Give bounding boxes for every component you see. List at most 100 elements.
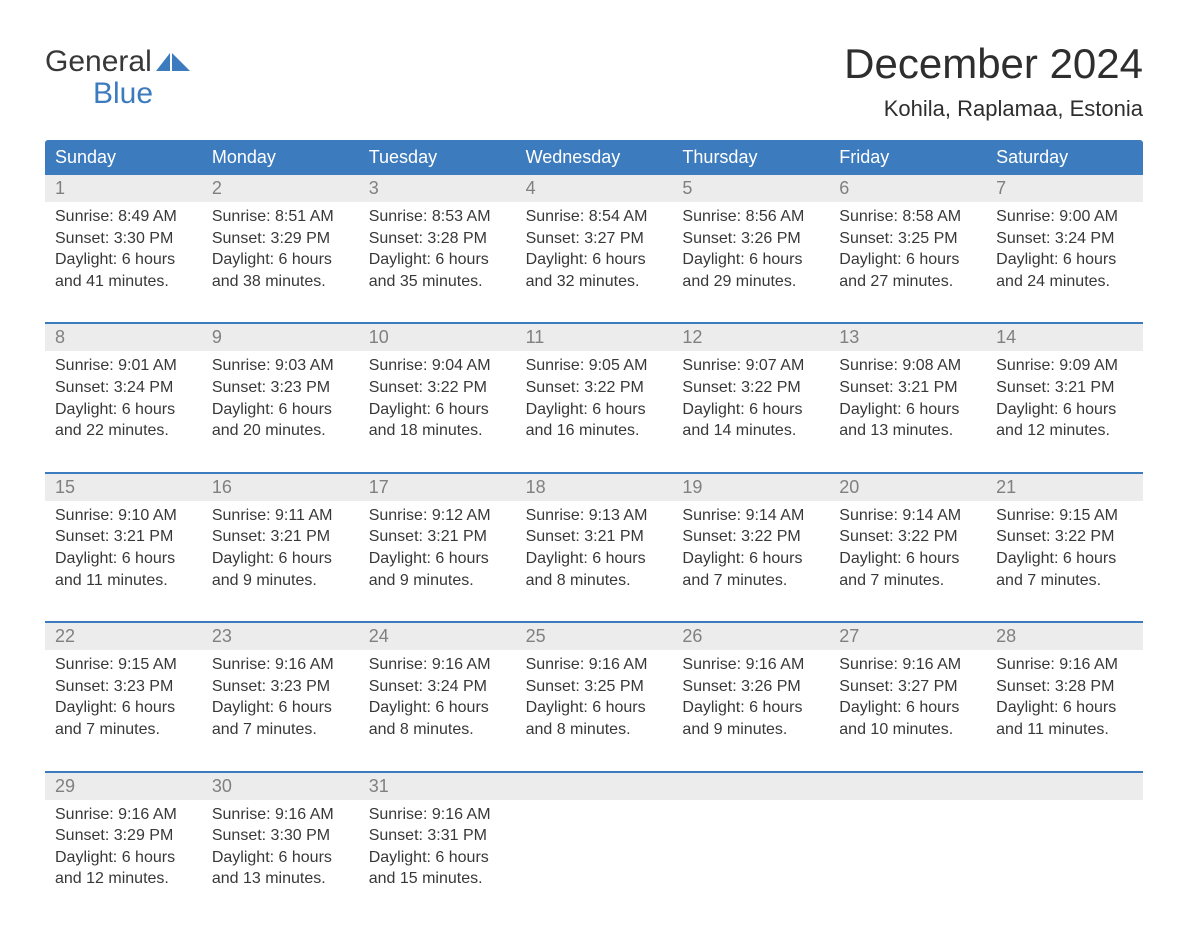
sunset-line: Sunset: 3:23 PM [212,377,349,399]
daylight-line-2: and 10 minutes. [839,719,976,741]
daylight-line-1: Daylight: 6 hours [682,399,819,421]
sunrise-line: Sunrise: 8:51 AM [212,206,349,228]
day-cell: Sunrise: 9:16 AMSunset: 3:25 PMDaylight:… [516,650,673,750]
day-number: 12 [672,324,829,351]
day-number-row: 293031 [45,773,1143,800]
daylight-line-1: Daylight: 6 hours [682,697,819,719]
day-cell: Sunrise: 8:58 AMSunset: 3:25 PMDaylight:… [829,202,986,302]
day-cell: Sunrise: 8:56 AMSunset: 3:26 PMDaylight:… [672,202,829,302]
sunrise-line: Sunrise: 9:16 AM [55,804,192,826]
sunrise-line: Sunrise: 9:04 AM [369,355,506,377]
sunrise-line: Sunrise: 9:14 AM [682,505,819,527]
day-header-cell: Thursday [672,140,829,175]
day-number: 31 [359,773,516,800]
day-number [986,773,1143,800]
week: 15161718192021Sunrise: 9:10 AMSunset: 3:… [45,472,1143,601]
daylight-line-2: and 13 minutes. [212,868,349,890]
day-cell: Sunrise: 9:16 AMSunset: 3:30 PMDaylight:… [202,800,359,900]
daylight-line-2: and 7 minutes. [682,570,819,592]
sunrise-line: Sunrise: 9:15 AM [55,654,192,676]
day-cell: Sunrise: 9:16 AMSunset: 3:31 PMDaylight:… [359,800,516,900]
week: 1234567Sunrise: 8:49 AMSunset: 3:30 PMDa… [45,175,1143,302]
sunrise-line: Sunrise: 9:16 AM [839,654,976,676]
sunrise-line: Sunrise: 9:00 AM [996,206,1133,228]
daylight-line-1: Daylight: 6 hours [55,399,192,421]
day-number: 11 [516,324,673,351]
daylight-line-1: Daylight: 6 hours [839,399,976,421]
daylight-line-2: and 14 minutes. [682,420,819,442]
sunset-line: Sunset: 3:30 PM [212,825,349,847]
day-cell: Sunrise: 9:14 AMSunset: 3:22 PMDaylight:… [829,501,986,601]
day-cell [672,800,829,900]
day-number: 23 [202,623,359,650]
sunrise-line: Sunrise: 9:16 AM [526,654,663,676]
daylight-line-2: and 11 minutes. [55,570,192,592]
title-block: December 2024 Kohila, Raplamaa, Estonia [844,40,1143,122]
sunset-line: Sunset: 3:28 PM [996,676,1133,698]
daylight-line-1: Daylight: 6 hours [839,249,976,271]
day-number: 30 [202,773,359,800]
sunrise-line: Sunrise: 9:05 AM [526,355,663,377]
sunrise-line: Sunrise: 9:08 AM [839,355,976,377]
sunrise-line: Sunrise: 8:54 AM [526,206,663,228]
daylight-line-2: and 12 minutes. [996,420,1133,442]
day-cell [829,800,986,900]
day-number: 28 [986,623,1143,650]
day-number-row: 891011121314 [45,324,1143,351]
sunset-line: Sunset: 3:29 PM [55,825,192,847]
daylight-line-1: Daylight: 6 hours [369,548,506,570]
day-cell: Sunrise: 9:00 AMSunset: 3:24 PMDaylight:… [986,202,1143,302]
sunrise-line: Sunrise: 9:07 AM [682,355,819,377]
day-number: 6 [829,175,986,202]
daylight-line-2: and 7 minutes. [212,719,349,741]
location: Kohila, Raplamaa, Estonia [844,96,1143,122]
daylight-line-2: and 12 minutes. [55,868,192,890]
day-number: 7 [986,175,1143,202]
day-cell: Sunrise: 9:16 AMSunset: 3:28 PMDaylight:… [986,650,1143,750]
daylight-line-1: Daylight: 6 hours [212,697,349,719]
sunrise-line: Sunrise: 9:03 AM [212,355,349,377]
sunrise-line: Sunrise: 8:53 AM [369,206,506,228]
sunrise-line: Sunrise: 9:16 AM [369,654,506,676]
day-cell: Sunrise: 9:03 AMSunset: 3:23 PMDaylight:… [202,351,359,451]
day-number: 5 [672,175,829,202]
daylight-line-2: and 8 minutes. [369,719,506,741]
day-content-row: Sunrise: 9:10 AMSunset: 3:21 PMDaylight:… [45,501,1143,601]
day-number: 26 [672,623,829,650]
day-number: 9 [202,324,359,351]
sunset-line: Sunset: 3:21 PM [369,526,506,548]
sunset-line: Sunset: 3:22 PM [369,377,506,399]
daylight-line-2: and 27 minutes. [839,271,976,293]
daylight-line-1: Daylight: 6 hours [526,697,663,719]
sunrise-line: Sunrise: 9:14 AM [839,505,976,527]
day-cell: Sunrise: 9:16 AMSunset: 3:27 PMDaylight:… [829,650,986,750]
daylight-line-1: Daylight: 6 hours [55,249,192,271]
logo: General Blue [45,40,190,109]
sunset-line: Sunset: 3:21 PM [996,377,1133,399]
daylight-line-2: and 9 minutes. [682,719,819,741]
week: 293031Sunrise: 9:16 AMSunset: 3:29 PMDay… [45,771,1143,900]
day-number-row: 1234567 [45,175,1143,202]
day-cell: Sunrise: 9:14 AMSunset: 3:22 PMDaylight:… [672,501,829,601]
day-cell: Sunrise: 8:51 AMSunset: 3:29 PMDaylight:… [202,202,359,302]
daylight-line-2: and 32 minutes. [526,271,663,293]
sunrise-line: Sunrise: 9:16 AM [212,804,349,826]
sunrise-line: Sunrise: 9:15 AM [996,505,1133,527]
day-cell: Sunrise: 8:54 AMSunset: 3:27 PMDaylight:… [516,202,673,302]
sunset-line: Sunset: 3:31 PM [369,825,506,847]
daylight-line-1: Daylight: 6 hours [369,847,506,869]
sunset-line: Sunset: 3:24 PM [55,377,192,399]
daylight-line-1: Daylight: 6 hours [369,249,506,271]
daylight-line-2: and 8 minutes. [526,719,663,741]
day-number-row: 15161718192021 [45,474,1143,501]
sunset-line: Sunset: 3:21 PM [839,377,976,399]
daylight-line-1: Daylight: 6 hours [369,697,506,719]
daylight-line-2: and 11 minutes. [996,719,1133,741]
daylight-line-1: Daylight: 6 hours [996,697,1133,719]
day-number: 8 [45,324,202,351]
day-number [516,773,673,800]
day-number: 22 [45,623,202,650]
daylight-line-1: Daylight: 6 hours [996,548,1133,570]
day-cell: Sunrise: 9:16 AMSunset: 3:29 PMDaylight:… [45,800,202,900]
day-cell: Sunrise: 9:15 AMSunset: 3:22 PMDaylight:… [986,501,1143,601]
